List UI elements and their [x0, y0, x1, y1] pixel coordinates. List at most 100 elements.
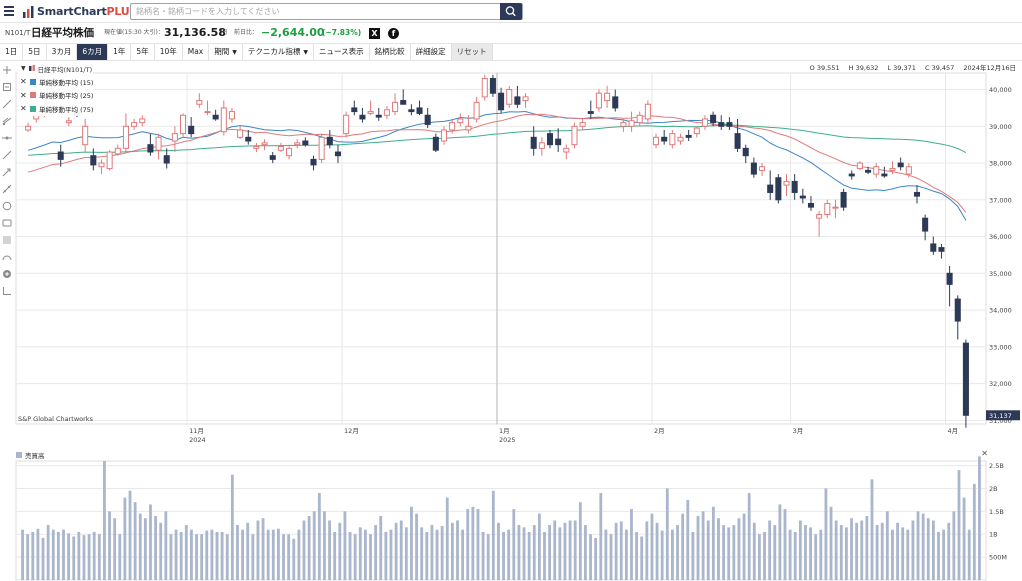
candle	[400, 89, 407, 105]
volume-bar	[205, 530, 209, 580]
period-1y-button[interactable]: 1年	[108, 44, 132, 60]
candle	[612, 89, 619, 112]
volume-bar	[369, 534, 372, 580]
candle-body	[237, 129, 244, 138]
period-5y-button[interactable]: 5年	[131, 44, 155, 60]
candle-body	[457, 118, 464, 124]
volume-bar	[870, 479, 874, 580]
chart-area[interactable]: 40,000 39,000 38,000 37,000 36,000 35,000 34,0…	[0, 61, 1022, 581]
candle-body	[546, 133, 554, 146]
fibonacci-icon[interactable]	[2, 235, 12, 245]
facebook-share-icon[interactable]: f	[388, 28, 399, 39]
price-tick-label: 40,000	[989, 86, 1012, 94]
trend-line-icon[interactable]	[2, 99, 12, 109]
close-icon[interactable]: ✕	[20, 104, 27, 114]
price-chart[interactable]: 40,000 39,000 38,000 37,000 36,000 35,000 34,0…	[0, 61, 1022, 581]
compare-button[interactable]: 銘柄比較	[370, 44, 411, 60]
candle	[873, 163, 880, 178]
volume-bar	[926, 518, 930, 580]
candle	[685, 129, 692, 141]
legend-main-series[interactable]: ▼ 日経平均(N101/T)	[18, 62, 93, 75]
circle-icon[interactable]	[2, 201, 12, 211]
volume-bar	[793, 531, 797, 580]
candle	[563, 144, 570, 160]
close-icon[interactable]: ✕	[981, 449, 988, 458]
volume-bar	[92, 531, 96, 580]
reset-button[interactable]: リセット	[451, 44, 493, 60]
crosshair-icon[interactable]	[2, 65, 12, 75]
volume-bar	[834, 520, 838, 580]
legend-label[interactable]: 単純移動平均 (25)	[39, 92, 94, 101]
news-toggle-button[interactable]: ニュース表示	[314, 44, 370, 60]
candle-body	[375, 114, 382, 118]
horizontal-line-icon[interactable]	[2, 133, 12, 143]
logo[interactable]: SmartChartPLUS	[23, 4, 137, 19]
close-icon[interactable]: ✕	[20, 90, 27, 100]
candle-body	[775, 177, 782, 201]
candle	[261, 139, 268, 151]
volume-bar	[814, 534, 818, 580]
candle-body	[905, 166, 912, 175]
volume-bar	[103, 461, 106, 580]
channel-icon[interactable]	[2, 116, 12, 126]
technical-indicator-menu[interactable]: テクニカル指標 ▼	[243, 44, 314, 60]
candle	[449, 118, 456, 134]
candle-body	[750, 162, 757, 175]
volume-bar	[512, 509, 516, 580]
volume-bar	[256, 520, 260, 580]
close-icon[interactable]: ✕	[20, 77, 27, 87]
volume-bar	[491, 490, 495, 580]
volume-bar	[333, 531, 337, 580]
volume-bar	[696, 515, 700, 580]
x-share-icon[interactable]: X	[369, 28, 380, 39]
arrow-line-icon[interactable]	[2, 167, 12, 177]
volume-bar	[778, 504, 782, 580]
axis-icon[interactable]	[2, 286, 12, 296]
candle	[367, 100, 374, 116]
candle-body	[318, 136, 325, 160]
hamburger-menu-icon[interactable]	[4, 6, 14, 16]
volume-bar	[456, 520, 459, 580]
candle-body	[848, 173, 855, 177]
search-input[interactable]	[131, 4, 500, 19]
period-max-button[interactable]: Max	[183, 44, 210, 60]
volume-bar	[548, 525, 552, 580]
period-6m-button[interactable]: 6カ月	[77, 44, 109, 60]
volume-bar	[758, 534, 761, 580]
add-annotation-icon[interactable]	[2, 269, 12, 279]
volume-bar	[394, 522, 398, 580]
ray-line-icon[interactable]	[2, 150, 12, 160]
volume-bar	[850, 518, 853, 580]
brand-accent: PLUS	[106, 5, 138, 18]
period-menu[interactable]: 期間 ▼	[209, 44, 243, 60]
candle-body	[204, 111, 211, 114]
period-3m-button[interactable]: 3カ月	[47, 44, 78, 60]
volume-bar	[415, 513, 418, 580]
settings-button[interactable]: 詳細設定	[411, 44, 452, 60]
legend-label[interactable]: 単純移動平均 (15)	[39, 78, 94, 87]
candle-body	[661, 136, 668, 142]
period-10y-button[interactable]: 10年	[155, 44, 183, 60]
period-menu-label: 期間	[214, 47, 230, 56]
volume-bar	[885, 511, 889, 580]
candle	[25, 122, 32, 132]
brand-main: SmartChart	[37, 5, 107, 18]
volume-bar	[389, 529, 393, 580]
candle-body	[245, 136, 252, 142]
rectangle-icon[interactable]	[2, 218, 12, 228]
candle-body	[946, 272, 953, 285]
volume-bar	[543, 531, 546, 580]
volume-bar	[972, 483, 976, 580]
period-5d-button[interactable]: 5日	[23, 44, 47, 60]
volume-bar	[819, 529, 823, 580]
search-button[interactable]	[500, 3, 522, 20]
volume-bar	[578, 502, 582, 580]
period-1d-button[interactable]: 1日	[0, 44, 24, 60]
candle	[767, 170, 774, 200]
candle-body	[791, 180, 798, 193]
arc-icon[interactable]	[2, 252, 12, 262]
measure-icon[interactable]	[2, 82, 12, 92]
candle	[253, 142, 260, 153]
extended-line-icon[interactable]	[2, 184, 12, 194]
legend-label[interactable]: 単純移動平均 (75)	[39, 105, 94, 114]
